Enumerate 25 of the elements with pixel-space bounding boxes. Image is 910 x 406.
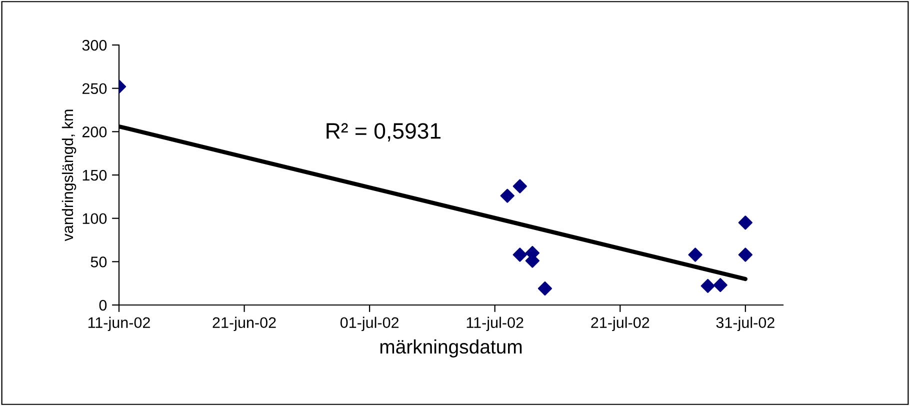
point (700, 278, 715, 293)
point (512, 179, 527, 194)
point (713, 278, 728, 292)
point (500, 188, 514, 203)
y-tick-label: 250 (82, 83, 107, 94)
x-tick-label: 11-jul-02 (466, 316, 524, 332)
x-axis-title: märkningsdatum (380, 339, 522, 358)
point (512, 248, 527, 262)
x-tick-label: 21-jun-02 (212, 316, 276, 332)
y-tick-label: 200 (82, 126, 107, 138)
y-tick-label: 100 (82, 213, 107, 224)
x-tick-label: 31-jul-02 (716, 316, 774, 332)
y-tick-label: 150 (82, 170, 107, 181)
point (738, 248, 752, 262)
point (688, 248, 702, 262)
y-tick-label: 300 (82, 40, 107, 51)
x-tick-label: 01-jul-02 (340, 316, 399, 332)
annotation: R² = 0,5931 (326, 123, 440, 142)
y-tick-label: 0 (99, 300, 107, 311)
point (738, 216, 752, 230)
y-axis-title: vandringslängd, km (62, 110, 76, 242)
x-tick-label: 21-jul-02 (591, 316, 650, 332)
x-tick-label: 11-jun-02 (88, 316, 150, 332)
point (538, 281, 552, 296)
y-tick-label: 50 (90, 256, 107, 268)
